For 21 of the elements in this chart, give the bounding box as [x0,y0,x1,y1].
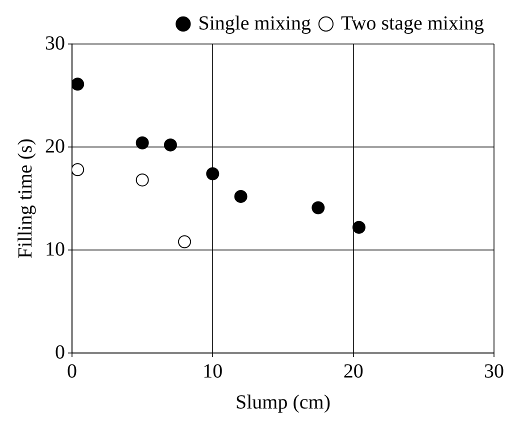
point [72,78,84,91]
y-tick-label: 0 [55,341,65,364]
x-tick-label: 20 [343,360,364,382]
x-tick-label: 30 [484,360,504,382]
point [352,220,366,234]
x-axis-title: Slump (cm) [236,391,330,414]
y-axis-title: Filling time (s) [14,138,36,258]
point [234,190,248,203]
legend-label: Single mixing [198,12,311,34]
y-tick-label: 30 [45,32,65,54]
point [136,136,149,150]
point [136,173,149,186]
point [178,235,192,248]
legend-label: Two stage mixing [340,12,484,34]
y-tick-label: 10 [45,238,65,260]
point [312,201,325,214]
point [72,163,84,176]
x-tick-label: 10 [202,360,223,382]
y-tick-label: 20 [45,135,65,158]
point [164,138,177,152]
point [206,167,220,180]
